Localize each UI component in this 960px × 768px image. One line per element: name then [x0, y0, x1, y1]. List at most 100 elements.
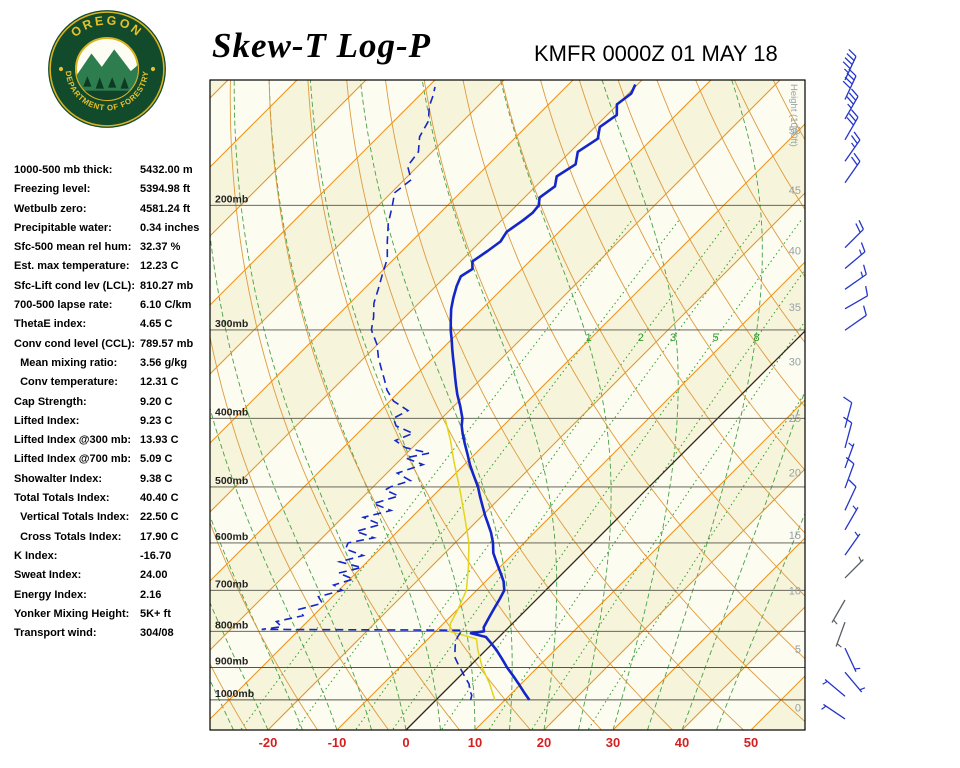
temp-axis-label: 40	[675, 735, 689, 750]
stat-label: Transport wind:	[14, 627, 97, 640]
stat-row: K Index: -16.70	[14, 550, 214, 569]
temp-axis-label: 30	[606, 735, 620, 750]
wind-barb	[844, 506, 859, 531]
dry-adiabat	[210, 334, 389, 730]
page-title: Skew-T Log-P	[212, 26, 432, 65]
stat-value: -16.70	[140, 549, 172, 562]
dry-adiabat	[268, 80, 531, 730]
stat-label: Precipitable water:	[14, 221, 112, 234]
stat-value: 12.31 C	[140, 376, 179, 389]
stat-row: Lifted Index @300 mb: 13.93 C	[14, 434, 214, 453]
stat-row: Conv cond level (CCL): 789.57 mb	[14, 338, 214, 357]
stat-row: ThetaE index: 4.65 C	[14, 318, 214, 337]
stat-value: 0.34 inches	[140, 221, 200, 234]
stat-row: Vertical Totals Index: 22.50 C	[14, 511, 214, 530]
wind-barb	[844, 486, 857, 511]
mixing-ratio-label: 5	[712, 332, 718, 344]
isotherm	[336, 261, 805, 730]
moist-adiabat	[210, 231, 372, 730]
isotherm	[210, 80, 643, 513]
height-label: 20	[789, 468, 801, 480]
stat-row: Mean mixing ratio: 3.56 g/kg	[14, 357, 214, 376]
plot-area	[210, 80, 960, 730]
height-label: 10	[789, 585, 801, 597]
stat-value: 24.00	[140, 569, 168, 582]
wetbulb-curve	[444, 418, 496, 701]
logo-mountain-scene	[75, 49, 139, 101]
dry-adiabat	[812, 80, 960, 730]
stat-label: Sfc-Lift cond lev (LCL):	[14, 279, 135, 292]
stat-label: Wetbulb zero:	[14, 202, 87, 215]
stat-label: 1000-500 mb thick:	[14, 164, 113, 176]
mixing-ratio-line	[441, 220, 802, 730]
stat-label: Showalter Index:	[14, 472, 103, 485]
stat-row: Conv temperature: 12.31 C	[14, 376, 214, 395]
pressure-label: 600mb	[215, 531, 248, 543]
stat-value: 304/08	[140, 627, 174, 640]
stat-value: 5K+ ft	[140, 607, 171, 620]
stat-label: Cross Totals Index:	[14, 530, 122, 543]
stat-row: Wetbulb zero: 4581.24 ft	[14, 203, 214, 222]
dry-adiabat	[229, 80, 460, 730]
stat-row: Sfc-Lift cond lev (LCL): 810.27 mb	[14, 280, 214, 299]
isotherm	[210, 80, 712, 582]
moist-adiabat	[421, 80, 558, 730]
moist-adiabat	[601, 80, 679, 730]
wind-barb	[844, 402, 853, 428]
stat-label: Lifted Index @700 mb:	[14, 453, 132, 466]
stat-row: Est. max temperature: 12.23 C	[14, 260, 214, 279]
stat-value: 3.56 g/kg	[140, 356, 188, 369]
stat-label: Lifted Index:	[14, 414, 80, 427]
dry-adiabat	[210, 521, 318, 730]
moist-adiabat	[647, 80, 763, 730]
height-label: 15	[789, 530, 801, 542]
mixing-ratio-label: 3	[670, 332, 676, 344]
stat-value: 810.27 mb	[140, 279, 194, 292]
station-time-label: KMFR 0000Z 01 MAY 18	[534, 41, 778, 66]
stat-value: 9.20 C	[140, 395, 173, 408]
wind-barb	[835, 621, 846, 647]
stat-label: Conv temperature:	[14, 376, 118, 389]
moist-adiabat	[233, 80, 407, 730]
height-label: 40	[789, 245, 801, 257]
height-label: 0	[795, 702, 801, 714]
stat-value: 5394.98 ft	[140, 183, 191, 196]
pressure-label: 800mb	[215, 619, 248, 631]
stat-value: 9.38 C	[140, 472, 173, 485]
stat-label: Energy Index:	[14, 588, 87, 601]
stat-value: 789.57 mb	[140, 337, 194, 350]
stat-row: Freezing level: 5394.98 ft	[14, 183, 214, 202]
stat-value: 6.10 C/km	[140, 299, 192, 312]
stat-row: Cross Totals Index: 17.90 C	[14, 531, 214, 550]
mixing-ratio-label: 1	[586, 332, 592, 344]
plot-border	[209, 79, 806, 731]
mixing-ratio-label: 8	[754, 332, 760, 344]
stat-row: Transport wind: 304/08	[14, 627, 214, 646]
dry-adiabat	[501, 80, 805, 597]
temp-axis-label: 20	[537, 735, 551, 750]
pressure-label: 200mb	[215, 193, 248, 205]
temp-axis-label: -10	[328, 735, 347, 750]
stat-label: Sweat Index:	[14, 569, 82, 582]
stat-row: Yonker Mixing Height: 5K+ ft	[14, 608, 214, 627]
temp-axis-label: 50	[744, 735, 758, 750]
stat-value: 5.09 C	[140, 453, 173, 466]
stat-value: 12.23 C	[140, 260, 179, 273]
wind-barb	[844, 559, 864, 579]
stat-label: K Index:	[14, 549, 58, 562]
stat-value: 17.90 C	[140, 530, 179, 543]
stat-label: Mean mixing ratio:	[14, 356, 118, 369]
stat-label: Yonker Mixing Height:	[14, 607, 130, 620]
dry-adiabat	[695, 80, 805, 278]
mixing-ratio-line	[392, 220, 761, 730]
pressure-label: 400mb	[215, 406, 248, 418]
stat-label: Conv cond level (CCL):	[14, 337, 136, 350]
stat-row: Sweat Index: 24.00	[14, 569, 214, 588]
wind-barb	[823, 703, 846, 720]
stat-value: 2.16	[140, 588, 162, 601]
stat-label: Sfc-500 mean rel hum:	[14, 241, 132, 254]
wind-barb	[844, 647, 857, 672]
stat-row: Cap Strength: 9.20 C	[14, 396, 214, 415]
wind-barb	[844, 295, 868, 310]
